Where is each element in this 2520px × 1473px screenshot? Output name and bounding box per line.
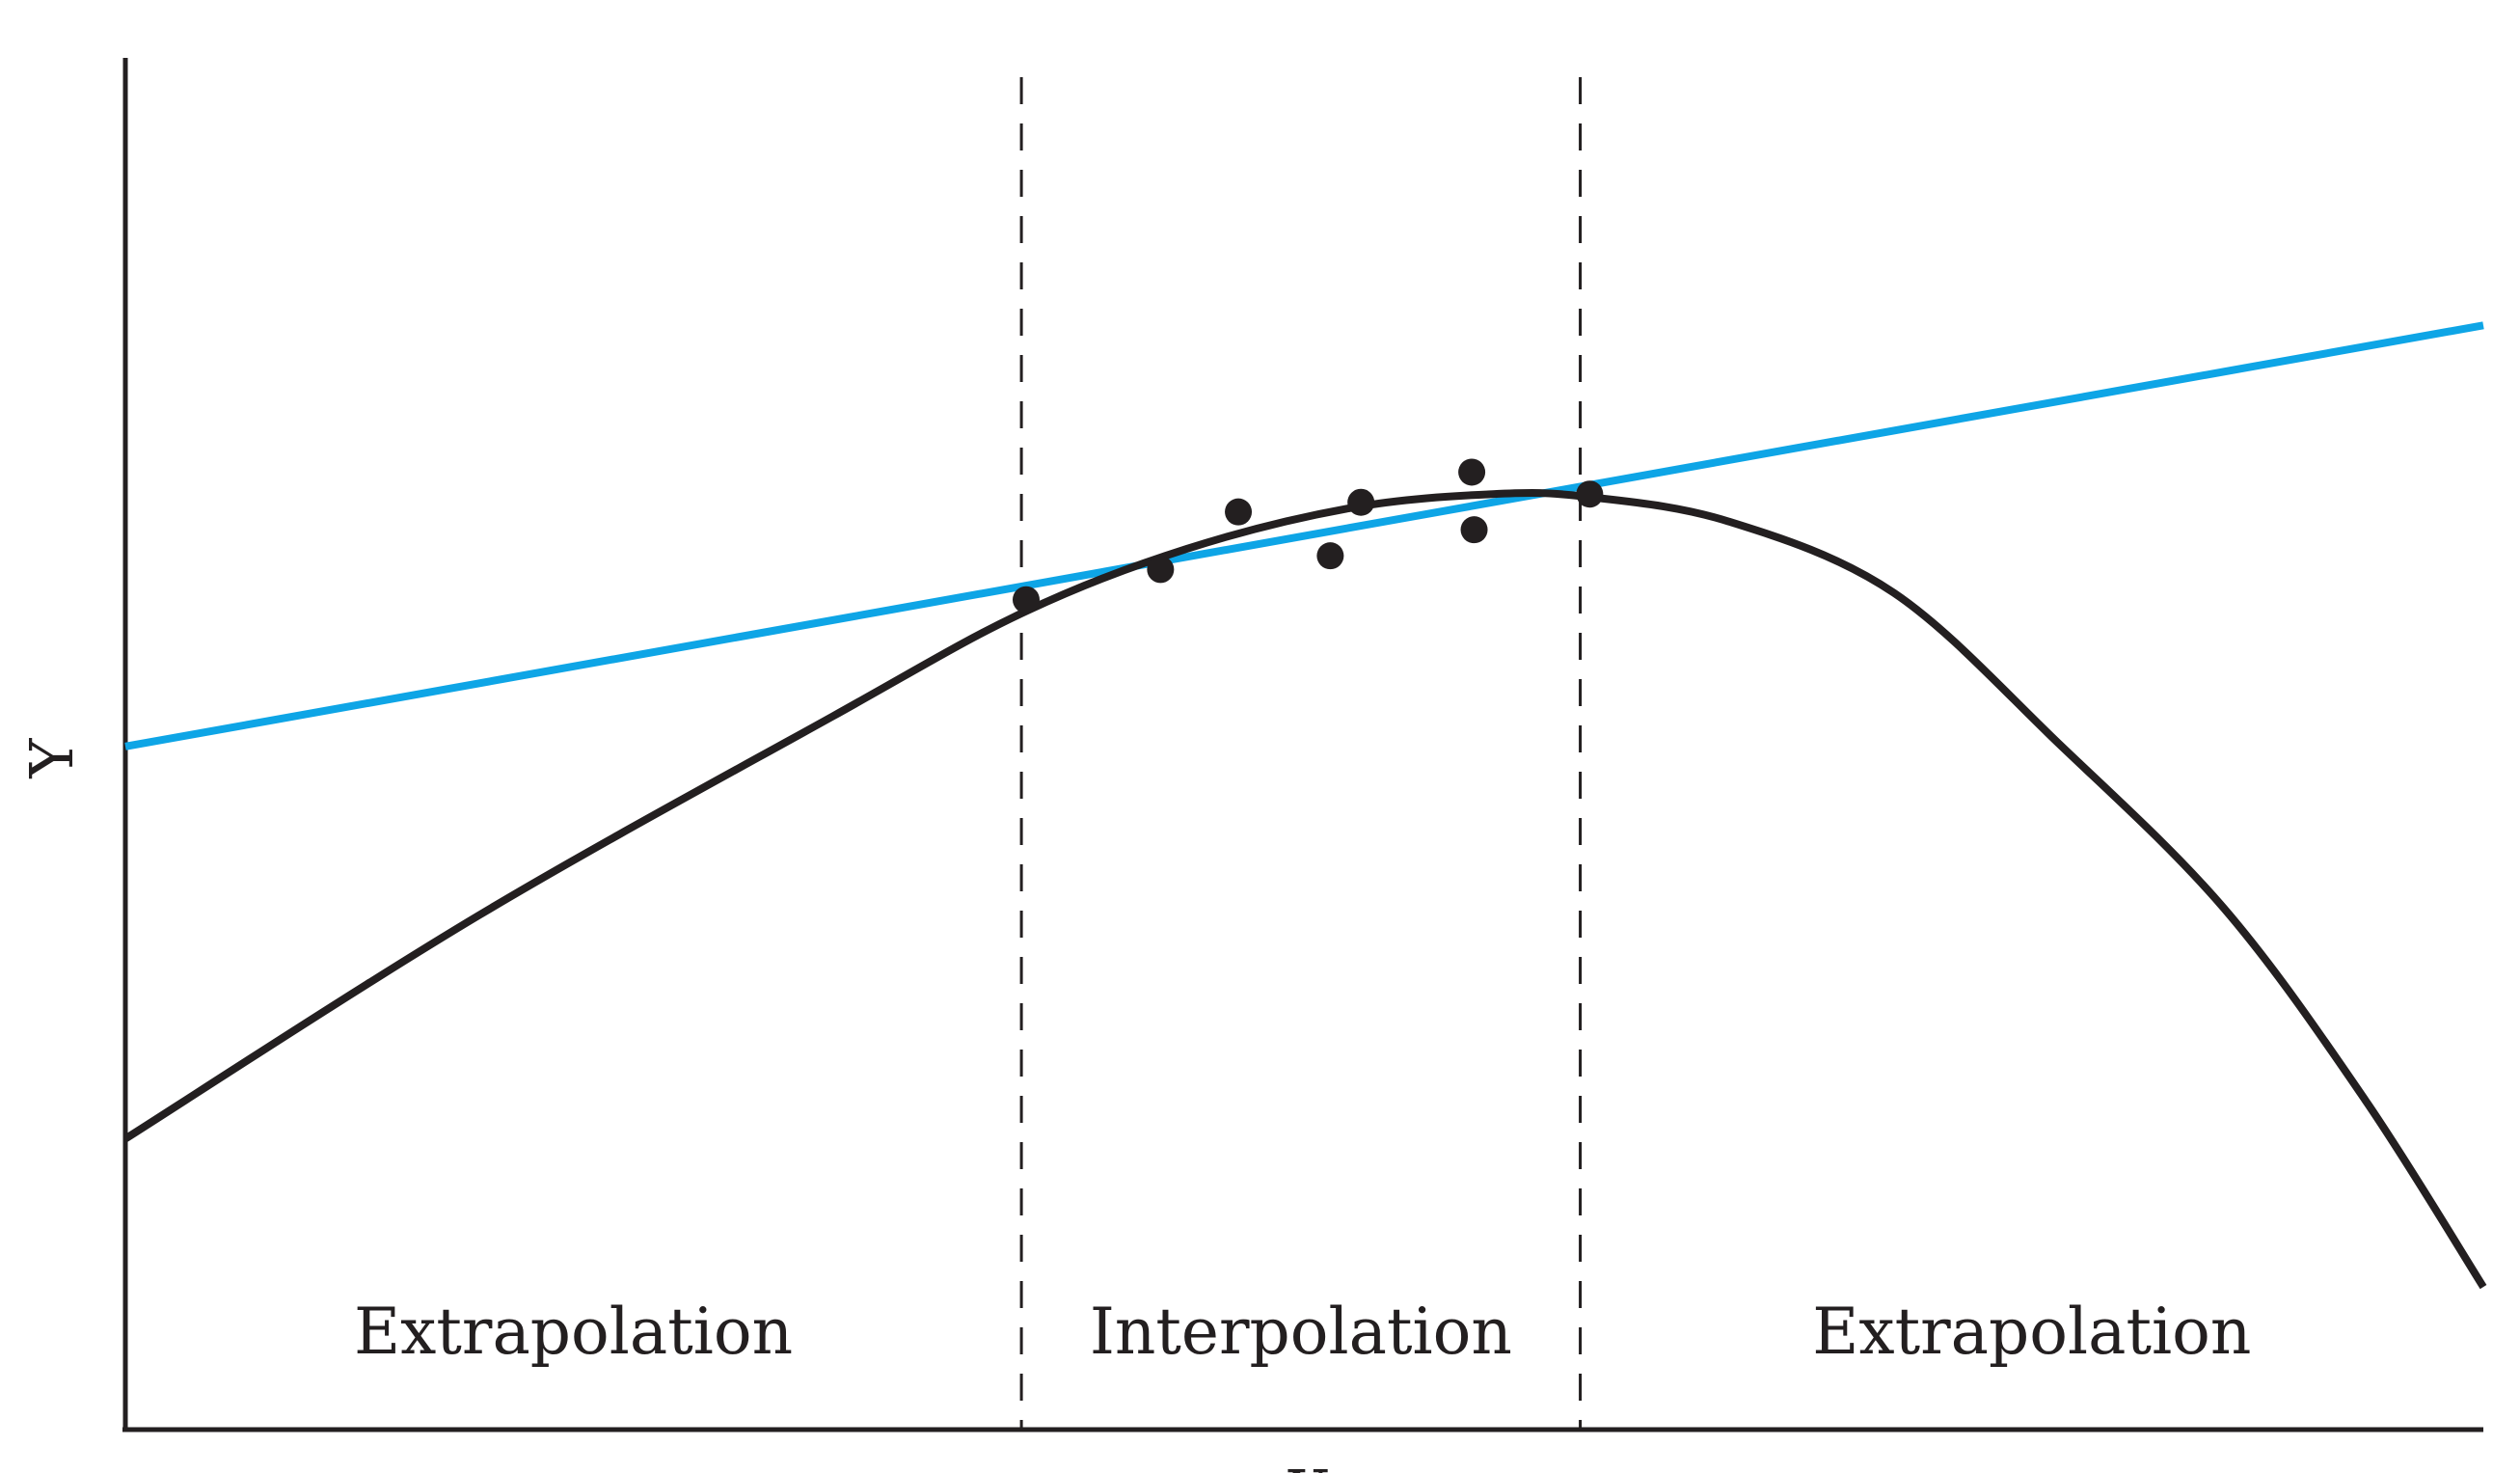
data-points: [1012, 458, 1604, 614]
region-dividers: [1019, 77, 1583, 1430]
data-point: [1012, 586, 1040, 614]
region-label-2: Interpolation: [1090, 1295, 1512, 1369]
data-point: [1347, 488, 1375, 516]
x-axis-label: X: [1287, 1457, 1330, 1473]
region-label-3: Extrapolation: [1812, 1295, 2251, 1369]
data-point: [1460, 516, 1488, 544]
linear-fit-line: [124, 321, 2484, 750]
region-labels: Extrapolation Interpolation Extrapolation: [354, 1295, 2251, 1369]
axes: [122, 58, 2483, 1432]
data-point: [1225, 498, 1253, 526]
true-curve: [122, 489, 2487, 1290]
data-point: [1458, 458, 1486, 486]
data-point: [1316, 542, 1344, 570]
data-point: [1147, 556, 1175, 584]
series-lines: [122, 321, 2487, 1290]
y-axis-label: Y: [16, 737, 87, 778]
data-point: [1576, 480, 1604, 508]
region-label-1: Extrapolation: [354, 1295, 793, 1369]
